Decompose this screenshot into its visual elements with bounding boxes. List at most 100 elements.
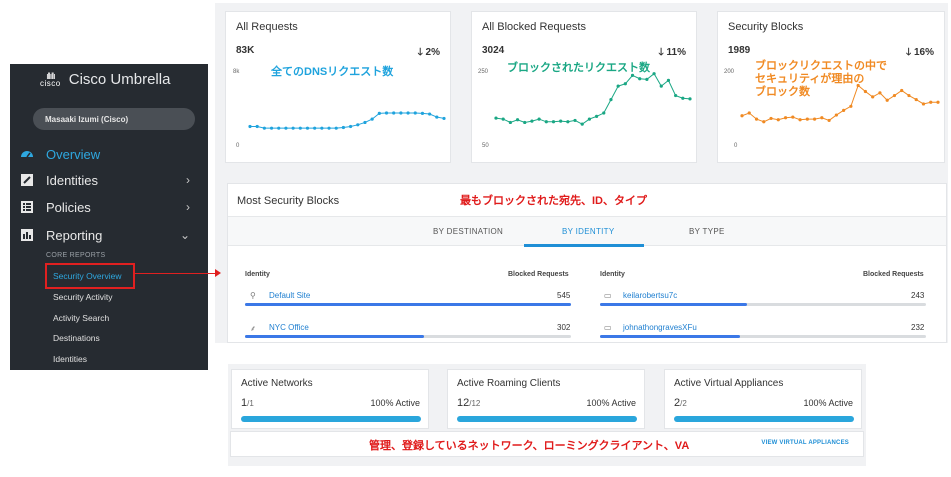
data-point <box>914 97 918 102</box>
data-point <box>384 111 389 115</box>
data-point <box>834 113 838 117</box>
card-title: Active Roaming Clients <box>457 378 561 389</box>
tab-by-destination[interactable]: BY DESTINATION <box>433 227 504 236</box>
nav-overview[interactable]: Overview <box>20 144 200 164</box>
data-point <box>442 116 446 121</box>
data-point <box>659 84 663 88</box>
cisco-logo[interactable]: ıllıllı cisco <box>40 70 61 88</box>
nav-reporting-label: Reporting <box>46 227 103 243</box>
active-virtual-appliances-card[interactable]: Active Virtual Appliances 2/2 100% Activ… <box>664 369 862 429</box>
data-point <box>798 118 802 122</box>
data-point <box>616 84 620 88</box>
arrow-down-icon: 🡓 <box>417 47 426 58</box>
data-point <box>666 78 671 83</box>
user-menu[interactable]: Masaaki Izumi (Cisco) <box>33 108 195 130</box>
network-tree-icon: ⸙ <box>250 324 256 333</box>
data-point <box>363 120 367 125</box>
chevron-down-icon: ⌄ <box>179 228 190 242</box>
active-count-value: 12 <box>457 397 470 409</box>
data-point <box>248 124 252 129</box>
data-point <box>313 126 317 130</box>
all-requests-card[interactable]: All Requests 83K 🡓 2% 8k 0 全てのDNSリクエスト数 <box>225 11 451 163</box>
data-point <box>907 93 911 98</box>
data-point <box>269 126 274 130</box>
y-axis-bottom-label: 50 <box>482 143 489 149</box>
tab-by-type[interactable]: BY TYPE <box>689 227 725 236</box>
nav-identities-label: Identities <box>46 172 99 188</box>
data-point <box>515 118 520 122</box>
annotation-text: 管理、登録しているネットワーク、ローミングクライアント、VA <box>369 440 690 452</box>
data-point <box>609 97 613 102</box>
data-point <box>551 120 556 124</box>
card-change-value: 11% <box>666 47 686 58</box>
series-line <box>741 84 938 123</box>
nav-identities-report[interactable]: Identities <box>53 354 88 364</box>
laptop-icon: ▭ <box>604 323 612 332</box>
view-virtual-appliances-link[interactable]: VIEW VIRTUAL APPLIANCES <box>761 440 849 446</box>
nav-policies[interactable]: Policies › <box>20 197 200 217</box>
blocked-count: 243 <box>911 291 925 300</box>
identity-link-default-site[interactable]: Default Site <box>269 291 311 300</box>
annotation-text: 最もブロックされた宛先、ID、タイプ <box>460 195 647 207</box>
blocked-bar-fill <box>245 335 425 338</box>
data-point <box>580 122 584 126</box>
data-point <box>320 126 324 130</box>
location-pin-icon: ⚲ <box>250 291 256 300</box>
active-count-value: 1 <box>241 397 248 409</box>
data-point <box>348 124 353 129</box>
y-axis-bottom-label: 0 <box>236 143 240 149</box>
series-line <box>495 72 691 125</box>
data-point <box>284 126 288 130</box>
card-change: 🡓 11% <box>659 45 686 62</box>
data-point <box>392 111 396 115</box>
tab-by-identity[interactable]: BY IDENTITY <box>562 227 615 236</box>
app-name: Cisco Umbrella <box>68 71 171 88</box>
active-count-total: /12 <box>469 399 481 408</box>
nav-identities[interactable]: Identities › <box>20 170 200 190</box>
speedometer-icon <box>21 151 33 158</box>
data-point <box>623 82 627 86</box>
security-blocks-card[interactable]: Security Blocks 1989 🡓 16% 200 0 ブロックリクエ… <box>717 11 945 163</box>
identity-link-nyc-office[interactable]: NYC Office <box>269 323 309 332</box>
active-tab-indicator <box>524 244 644 247</box>
data-point <box>783 116 788 120</box>
data-point <box>769 116 773 121</box>
card-change: 🡓 16% <box>906 45 934 62</box>
data-point <box>652 72 656 76</box>
active-count: 1/1 <box>241 397 254 409</box>
identity-link-johnathongravesxfu[interactable]: johnathongravesXFu <box>623 323 697 332</box>
identity-link-keilarobertsu7c[interactable]: keilarobertsu7c <box>623 291 678 300</box>
active-roaming-clients-card[interactable]: Active Roaming Clients 12/12 100% Active <box>447 369 645 429</box>
all-blocked-requests-card[interactable]: All Blocked Requests 3024 🡓 11% 250 50 ブ… <box>471 11 697 163</box>
nav-policies-label: Policies <box>46 199 91 215</box>
nav-activity-search[interactable]: Activity Search <box>53 313 110 323</box>
data-point <box>871 95 875 99</box>
blocked-bar-track <box>600 303 926 306</box>
data-point <box>929 100 933 104</box>
data-point <box>573 118 577 123</box>
data-point <box>544 120 548 124</box>
nav-security-activity[interactable]: Security Activity <box>53 292 113 302</box>
blocked-bar-track <box>600 335 926 338</box>
data-point <box>900 88 904 93</box>
data-point <box>936 100 940 104</box>
y-axis-top-label: 8k <box>233 69 240 75</box>
y-axis-top-label: 200 <box>724 69 735 75</box>
data-point <box>277 126 281 130</box>
nav-reporting[interactable]: Reporting ⌄ <box>20 225 200 245</box>
highlight-box <box>45 263 135 289</box>
card-title: All Requests <box>236 21 298 33</box>
data-point <box>298 126 302 130</box>
nav-destinations[interactable]: Destinations <box>53 333 100 343</box>
data-point <box>747 111 751 115</box>
active-networks-card[interactable]: Active Networks 1/1 100% Active <box>231 369 429 429</box>
identity-card-icon <box>21 174 33 186</box>
data-point <box>370 117 374 121</box>
col-blocked-left: Blocked Requests <box>508 271 569 278</box>
data-point <box>885 98 889 102</box>
panel-title: Most Security Blocks <box>237 195 340 207</box>
active-percent: 100% Active <box>803 398 853 408</box>
nav-security-overview[interactable]: Security Overview <box>53 271 122 281</box>
col-identity-left: Identity <box>245 271 270 278</box>
data-point <box>681 96 685 100</box>
